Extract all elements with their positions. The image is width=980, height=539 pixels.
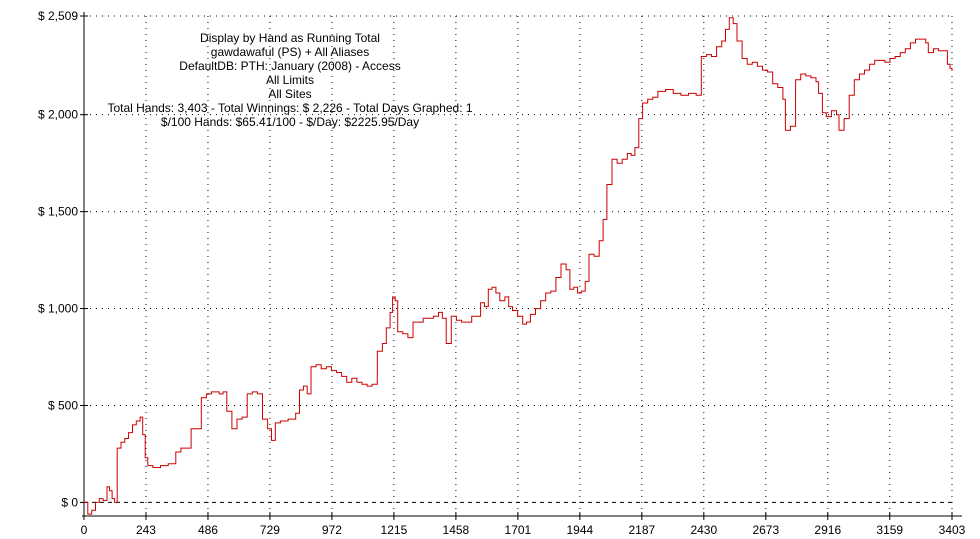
x-tick-label: 243 xyxy=(136,523,156,537)
axis-layer: $ 0 $ 500 $ 1,000 $ 1,500 $ 2,000 $ 2,509 0 243… xyxy=(38,9,966,537)
info-line-6: $/100 Hands: $65.41/100 - $/Day: $2225.9… xyxy=(161,115,419,129)
x-tick-label: 1215 xyxy=(381,523,408,537)
x-tick-label: 1701 xyxy=(505,523,532,537)
x-tick-label: 3159 xyxy=(876,523,903,537)
x-tick-label: 972 xyxy=(322,523,342,537)
info-line-4: All Sites xyxy=(268,87,311,101)
x-tick-label: 1944 xyxy=(567,523,594,537)
y-tick-label: $ 0 xyxy=(61,495,78,509)
y-tick-label: $ 2,000 xyxy=(38,108,78,122)
x-tick-label: 0 xyxy=(81,523,88,537)
x-tick-label: 1458 xyxy=(443,523,470,537)
x-tick-label: 2430 xyxy=(690,523,717,537)
y-tick-label: $ 1,500 xyxy=(38,205,78,219)
series-layer xyxy=(84,17,953,515)
info-line-0: Display by Hand as Running Total xyxy=(200,31,380,45)
y-tick-label: $ 1,000 xyxy=(38,302,78,316)
chart-info-block: Display by Hand as Running Totalgawdawaf… xyxy=(107,31,472,129)
grid-layer xyxy=(84,15,953,516)
running-total-line-0 xyxy=(84,17,953,515)
x-tick-label: 486 xyxy=(198,523,218,537)
info-line-2: DefaultDB: PTH: January (2008) - Access xyxy=(179,59,400,73)
x-tick-label: 729 xyxy=(260,523,280,537)
x-tick-label: 2673 xyxy=(752,523,779,537)
x-tick-label: 2187 xyxy=(628,523,655,537)
x-tick-label: 3403 xyxy=(939,523,966,537)
info-line-1: gawdawaful (PS) + All Aliases xyxy=(211,45,369,59)
y-tick-label: $ 2,509 xyxy=(38,9,78,23)
info-line-3: All Limits xyxy=(266,73,314,87)
info-line-5: Total Hands: 3,403 - Total Winnings: $ 2… xyxy=(107,101,472,115)
y-tick-label: $ 500 xyxy=(48,398,78,412)
x-tick-label: 2916 xyxy=(814,523,841,537)
